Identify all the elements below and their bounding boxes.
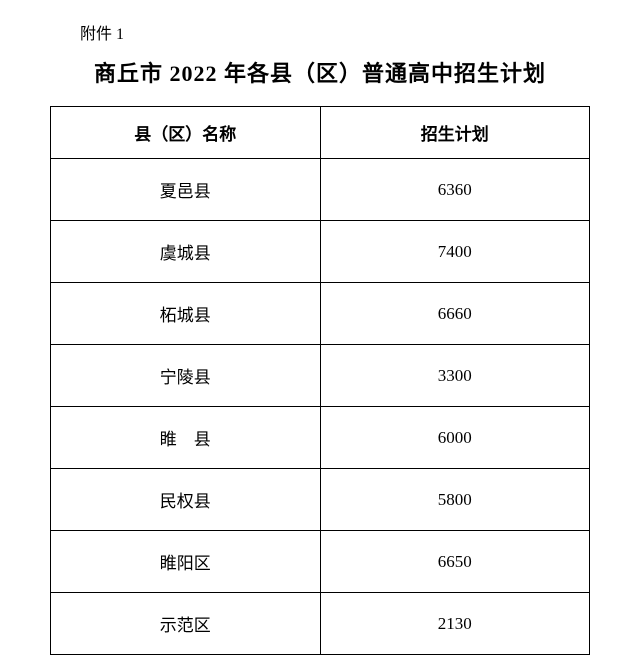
cell-county-name: 睢 县 [51, 407, 321, 469]
table-row: 示范区 2130 [51, 593, 590, 655]
page-title: 商丘市 2022 年各县（区）普通高中招生计划 [50, 56, 590, 88]
cell-plan: 2130 [320, 593, 590, 655]
cell-county-name: 柘城县 [51, 283, 321, 345]
header-enrollment-plan: 招生计划 [320, 107, 590, 159]
table-row: 虞城县 7400 [51, 221, 590, 283]
cell-county-name: 睢阳区 [51, 531, 321, 593]
table-row: 宁陵县 3300 [51, 345, 590, 407]
table-row: 睢阳区 6650 [51, 531, 590, 593]
cell-plan: 7400 [320, 221, 590, 283]
cell-county-name: 夏邑县 [51, 159, 321, 221]
cell-county-name: 民权县 [51, 469, 321, 531]
cell-plan: 6650 [320, 531, 590, 593]
cell-plan: 6000 [320, 407, 590, 469]
table-body: 夏邑县 6360 虞城县 7400 柘城县 6660 宁陵县 3300 睢 县 … [51, 159, 590, 655]
enrollment-table: 县（区）名称 招生计划 夏邑县 6360 虞城县 7400 柘城县 6660 宁… [50, 106, 590, 655]
table-row: 夏邑县 6360 [51, 159, 590, 221]
cell-plan: 3300 [320, 345, 590, 407]
cell-county-name: 示范区 [51, 593, 321, 655]
cell-plan: 6360 [320, 159, 590, 221]
table-header-row: 县（区）名称 招生计划 [51, 107, 590, 159]
cell-county-name: 宁陵县 [51, 345, 321, 407]
table-row: 柘城县 6660 [51, 283, 590, 345]
cell-plan: 5800 [320, 469, 590, 531]
attachment-label: 附件 1 [80, 20, 590, 44]
table-row: 睢 县 6000 [51, 407, 590, 469]
header-county-name: 县（区）名称 [51, 107, 321, 159]
cell-county-name: 虞城县 [51, 221, 321, 283]
table-row: 民权县 5800 [51, 469, 590, 531]
cell-plan: 6660 [320, 283, 590, 345]
